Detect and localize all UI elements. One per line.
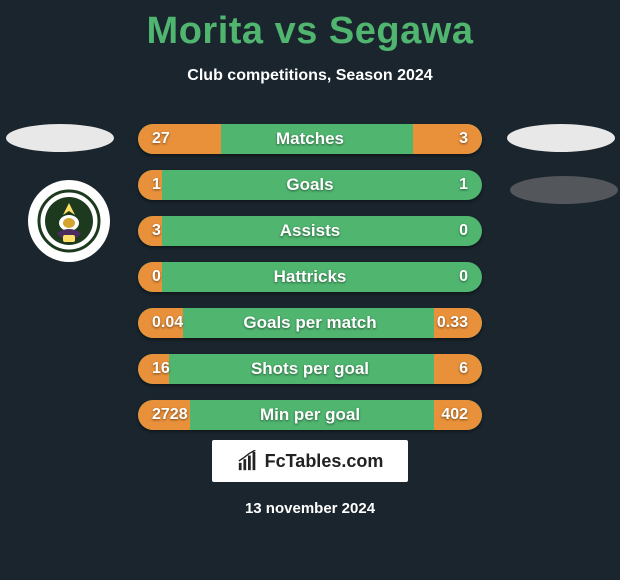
club-badge-left — [28, 180, 110, 262]
stat-label: Goals — [138, 170, 482, 200]
brand-logo[interactable]: FcTables.com — [212, 440, 408, 482]
page-subtitle: Club competitions, Season 2024 — [0, 67, 620, 85]
chart-icon — [237, 450, 259, 472]
stat-label: Goals per match — [138, 308, 482, 338]
stat-label: Hattricks — [138, 262, 482, 292]
stat-row: 00Hattricks — [138, 262, 482, 292]
comparison-bars: 273Matches 11Goals 30Assists 00Hattricks 0.0… — [138, 124, 482, 446]
stat-label: Min per goal — [138, 400, 482, 430]
stat-row: 2728402Min per goal — [138, 400, 482, 430]
stat-row: 0.040.33Goals per match — [138, 308, 482, 338]
footer-date: 13 november 2024 — [0, 500, 620, 517]
club-crest-icon — [37, 189, 101, 253]
brand-text: FcTables.com — [265, 451, 384, 472]
stat-label: Assists — [138, 216, 482, 246]
stat-row: 273Matches — [138, 124, 482, 154]
stat-row: 30Assists — [138, 216, 482, 246]
player-right-badge-placeholder — [507, 124, 615, 152]
stat-row: 11Goals — [138, 170, 482, 200]
player-right-club-placeholder — [510, 176, 618, 204]
player-left-badge-placeholder — [6, 124, 114, 152]
stat-label: Shots per goal — [138, 354, 482, 384]
stat-row: 166Shots per goal — [138, 354, 482, 384]
page-title: Morita vs Segawa — [0, 0, 620, 53]
stat-label: Matches — [138, 124, 482, 154]
